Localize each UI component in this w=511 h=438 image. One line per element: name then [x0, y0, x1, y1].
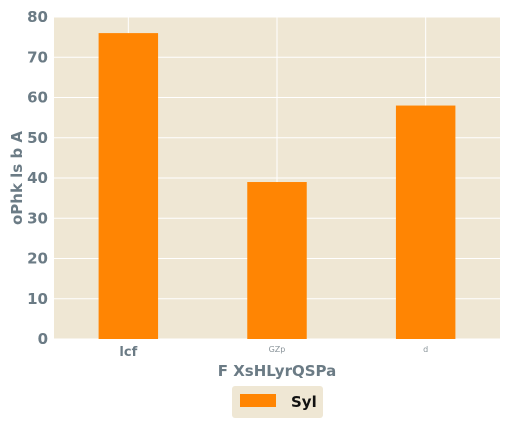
bars [98, 33, 456, 339]
legend-swatch [240, 394, 276, 407]
x-tick-label: d [423, 345, 428, 354]
y-tick-label: 40 [27, 169, 48, 187]
y-tick-label: 80 [27, 8, 48, 26]
y-axis-ticks: 0 10 20 30 40 50 60 70 80 [27, 8, 48, 348]
y-tick-label: 50 [27, 129, 48, 147]
x-axis-ticks: lcf GZp d [119, 345, 428, 360]
y-tick-label: 20 [27, 250, 48, 268]
y-tick-label: 10 [27, 290, 48, 308]
bar-d [395, 105, 456, 339]
y-axis-label: oPhk ls b A [8, 131, 26, 225]
x-tick-label: lcf [119, 345, 137, 360]
y-tick-label: 60 [27, 89, 48, 107]
x-axis-label: F XsHLyrQSPa [218, 362, 337, 380]
y-tick-label: 0 [38, 330, 48, 348]
bar-GZp [247, 182, 307, 339]
y-tick-label: 70 [27, 48, 48, 66]
bar-lcf [98, 33, 159, 339]
legend-label: Syl [291, 393, 317, 411]
legend: Syl [232, 386, 323, 418]
y-tick-label: 30 [27, 209, 48, 227]
x-tick-label: GZp [269, 345, 286, 354]
